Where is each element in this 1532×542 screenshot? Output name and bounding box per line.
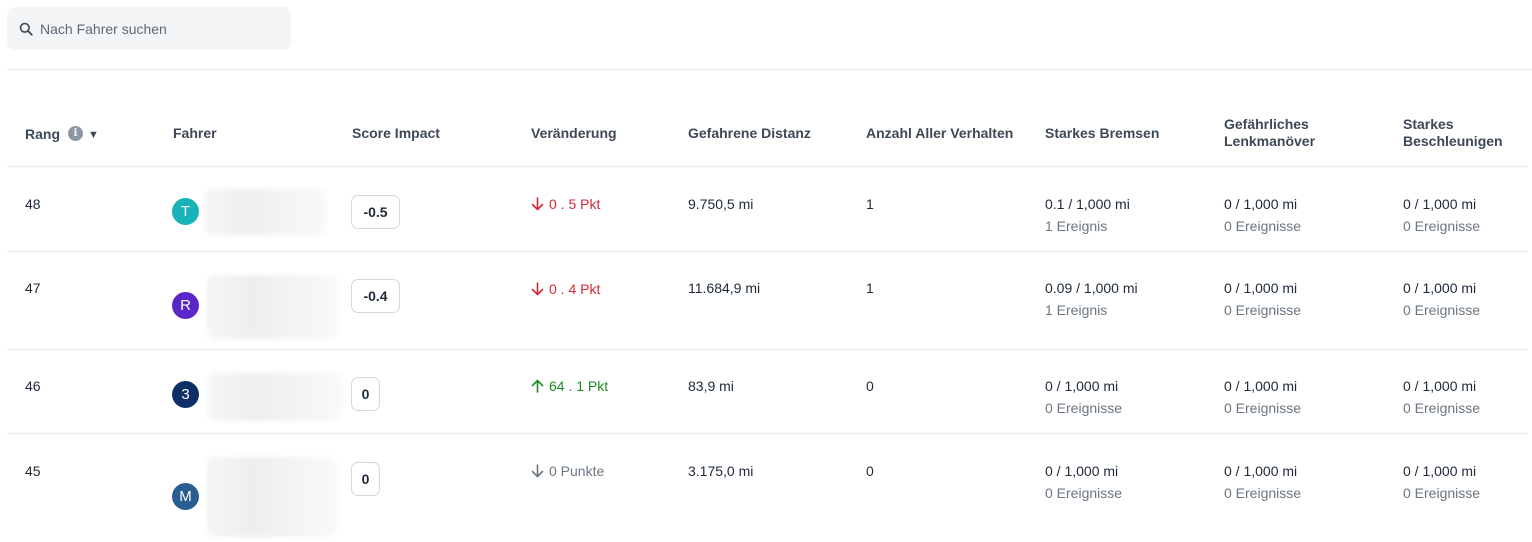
divider — [7, 69, 1532, 70]
dangerous-steering-rate: 0 / 1,000 mi — [1224, 196, 1298, 212]
change-indicator: 0 . 5 Pkt — [531, 196, 600, 212]
rank-value: 48 — [25, 196, 41, 212]
change-indicator: 64 . 1 Pkt — [531, 378, 608, 394]
column-header-driver[interactable]: Fahrer — [173, 124, 217, 141]
harsh-acceleration-rate: 0 / 1,000 mi — [1403, 463, 1477, 479]
driver-name-redacted[interactable] — [204, 189, 326, 235]
harsh-acceleration-events: 0 Ereignisse — [1403, 302, 1481, 318]
harsh-acceleration-rate: 0 / 1,000 mi — [1403, 280, 1477, 296]
score-impact-badge: 0 — [351, 462, 380, 496]
row-divider — [7, 166, 1528, 167]
column-header-score-impact[interactable]: Score Impact — [352, 124, 440, 141]
dangerous-steering-cell: 0 / 1,000 mi 0 Ereignisse — [1224, 279, 1301, 319]
harsh-acceleration-events: 0 Ereignisse — [1403, 218, 1481, 234]
column-header-rank-label: Rang — [25, 126, 60, 142]
column-header-change[interactable]: Veränderung — [531, 124, 617, 141]
column-header-total-behaviors[interactable]: Anzahl Aller Verhalten — [866, 124, 1014, 141]
avatar: R — [172, 292, 199, 319]
total-behaviors-value: 0 — [866, 463, 874, 479]
dangerous-steering-rate: 0 / 1,000 mi — [1224, 378, 1298, 394]
arrow-up-icon — [531, 379, 544, 393]
score-impact-badge: -0.5 — [351, 195, 400, 229]
driver-search-box[interactable] — [7, 7, 291, 50]
change-value: 0 . 5 Pkt — [549, 196, 601, 212]
score-impact-badge: -0.4 — [351, 279, 400, 313]
change-value: 64 . 1 Pkt — [549, 378, 609, 394]
change-indicator: 0 Punkte — [531, 463, 604, 479]
dangerous-steering-events: 0 Ereignisse — [1224, 218, 1302, 234]
harsh-acceleration-cell: 0 / 1,000 mi 0 Ereignisse — [1403, 462, 1480, 502]
harsh-braking-events: 1 Ereignis — [1045, 302, 1108, 318]
row-divider — [7, 349, 1528, 350]
dangerous-steering-cell: 0 / 1,000 mi 0 Ereignisse — [1224, 195, 1301, 235]
harsh-braking-events: 0 Ereignisse — [1045, 485, 1123, 501]
rank-value: 46 — [25, 378, 41, 394]
harsh-acceleration-events: 0 Ereignisse — [1403, 400, 1481, 416]
avatar: T — [172, 198, 199, 225]
harsh-braking-rate: 0 / 1,000 mi — [1045, 463, 1119, 479]
change-indicator: 0 . 4 Pkt — [531, 281, 600, 297]
total-behaviors-value: 1 — [866, 280, 874, 296]
harsh-braking-rate: 0.1 / 1,000 mi — [1045, 196, 1130, 212]
change-value: 0 . 4 Pkt — [549, 281, 601, 297]
dangerous-steering-events: 0 Ereignisse — [1224, 485, 1302, 501]
harsh-braking-rate: 0.09 / 1,000 mi — [1045, 280, 1138, 296]
arrow-down-icon — [531, 197, 544, 211]
driver-name-redacted[interactable] — [206, 275, 338, 339]
search-input[interactable] — [40, 20, 270, 37]
dangerous-steering-cell: 0 / 1,000 mi 0 Ereignisse — [1224, 462, 1301, 502]
harsh-braking-cell: 0.09 / 1,000 mi 1 Ereignis — [1045, 279, 1138, 319]
harsh-braking-rate: 0 / 1,000 mi — [1045, 378, 1119, 394]
column-header-dangerous-steering[interactable]: Gefährliches Lenkmanöver — [1224, 116, 1316, 149]
sort-desc-icon[interactable]: ▼ — [88, 129, 99, 141]
harsh-acceleration-cell: 0 / 1,000 mi 0 Ereignisse — [1403, 195, 1480, 235]
harsh-acceleration-cell: 0 / 1,000 mi 0 Ereignisse — [1403, 279, 1480, 319]
harsh-braking-events: 1 Ereignis — [1045, 218, 1108, 234]
row-divider — [7, 251, 1528, 252]
info-icon[interactable]: i — [68, 126, 83, 141]
column-header-distance[interactable]: Gefahrene Distanz — [688, 124, 811, 141]
driver-name-redacted[interactable] — [206, 457, 337, 537]
driver-name-redacted[interactable] — [207, 373, 342, 421]
change-value: 0 Punkte — [549, 463, 605, 479]
avatar: M — [172, 483, 199, 510]
avatar: 3 — [172, 381, 199, 408]
arrow-down-icon — [531, 464, 544, 478]
total-behaviors-value: 0 — [866, 378, 874, 394]
dangerous-steering-rate: 0 / 1,000 mi — [1224, 463, 1298, 479]
arrow-down-icon — [531, 282, 544, 296]
harsh-acceleration-cell: 0 / 1,000 mi 0 Ereignisse — [1403, 377, 1480, 417]
harsh-braking-cell: 0 / 1,000 mi 0 Ereignisse — [1045, 462, 1122, 502]
column-header-harsh-acceleration[interactable]: Starkes Beschleunigen — [1403, 116, 1503, 149]
distance-value: 11.684,9 mi — [688, 280, 761, 296]
distance-value: 83,9 mi — [688, 378, 734, 394]
column-header-harsh-braking[interactable]: Starkes Bremsen — [1045, 124, 1160, 141]
search-icon — [19, 22, 33, 36]
dangerous-steering-events: 0 Ereignisse — [1224, 302, 1302, 318]
dangerous-steering-cell: 0 / 1,000 mi 0 Ereignisse — [1224, 377, 1301, 417]
distance-value: 3.175,0 mi — [688, 463, 754, 479]
harsh-acceleration-rate: 0 / 1,000 mi — [1403, 196, 1477, 212]
column-header-rank[interactable]: Rang i ▼ — [25, 110, 99, 158]
harsh-braking-cell: 0.1 / 1,000 mi 1 Ereignis — [1045, 195, 1130, 235]
score-impact-badge: 0 — [351, 377, 380, 411]
rank-value: 47 — [25, 280, 41, 296]
harsh-acceleration-rate: 0 / 1,000 mi — [1403, 378, 1477, 394]
dangerous-steering-rate: 0 / 1,000 mi — [1224, 280, 1298, 296]
harsh-acceleration-events: 0 Ereignisse — [1403, 485, 1481, 501]
harsh-braking-cell: 0 / 1,000 mi 0 Ereignisse — [1045, 377, 1122, 417]
dangerous-steering-events: 0 Ereignisse — [1224, 400, 1302, 416]
row-divider — [7, 433, 1528, 434]
rank-value: 45 — [25, 463, 41, 479]
total-behaviors-value: 1 — [866, 196, 874, 212]
harsh-braking-events: 0 Ereignisse — [1045, 400, 1123, 416]
distance-value: 9.750,5 mi — [688, 196, 754, 212]
